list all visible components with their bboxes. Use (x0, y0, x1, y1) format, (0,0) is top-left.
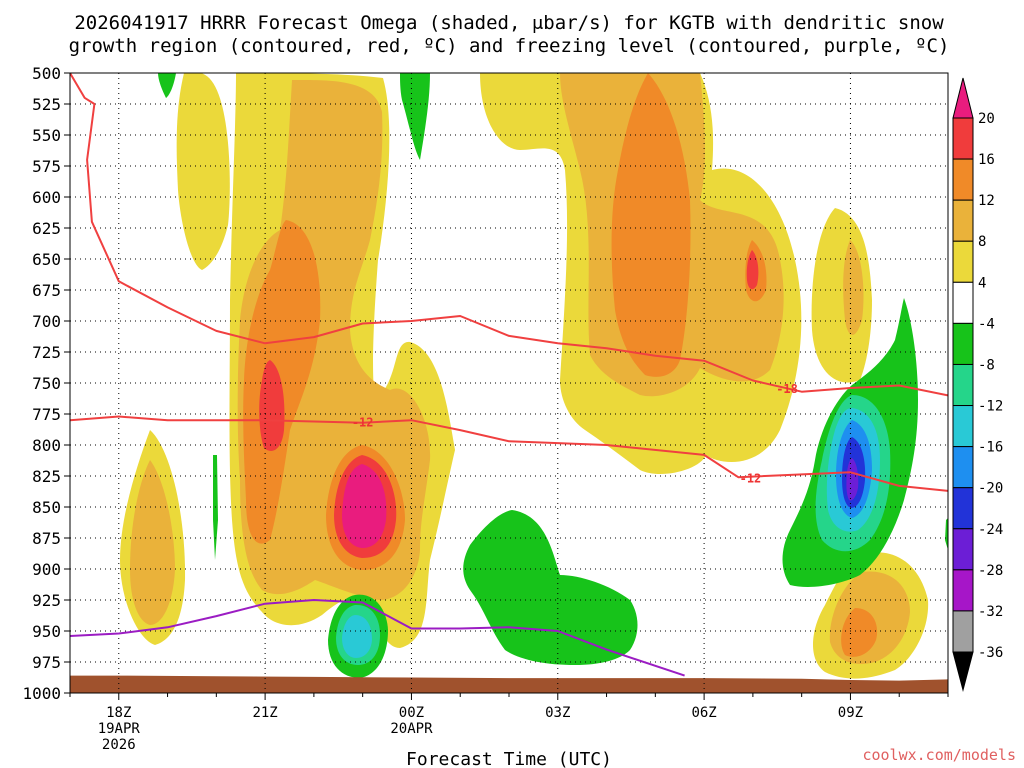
x-tick-label-03Z: 03Z (545, 705, 570, 721)
colorbar-label: 4 (978, 275, 986, 291)
colorbar-label: 20 (978, 111, 995, 127)
colorbar-label: -20 (978, 481, 1003, 497)
y-tick-label-625: 625 (32, 219, 61, 238)
omega-region-neg4 (463, 510, 638, 665)
dgz-contour--18 (70, 73, 948, 397)
y-tick-label-675: 675 (32, 281, 61, 300)
omega-region-pos12 (611, 73, 691, 377)
omega-region-pos4 (176, 73, 230, 270)
omega-region-neg24 (846, 458, 859, 501)
colorbar-box (952, 117, 974, 160)
x-tick-label-06Z: 06Z (691, 705, 716, 721)
omega-region-neg4 (158, 73, 176, 98)
colorbar-label: -12 (978, 399, 1003, 415)
colorbar-label: 8 (978, 234, 986, 250)
colorbar-box (952, 281, 974, 324)
plot-area: -12 -12 -18 (69, 72, 949, 694)
y-tick-label-725: 725 (32, 343, 61, 362)
y-tick-label-600: 600 (32, 188, 61, 207)
x-tick-date-18Z: 19APR (98, 721, 141, 737)
y-tick-label-575: 575 (32, 157, 61, 176)
y-tick-label-900: 900 (32, 560, 61, 579)
y-tick-label-550: 550 (32, 126, 61, 145)
omega-region-pos12 (243, 220, 321, 544)
colorbar-box (952, 158, 974, 201)
omega-region-pos20 (342, 464, 387, 548)
colorbar-label: -32 (978, 604, 1003, 620)
omega-region-neg4 (945, 518, 948, 550)
chart-title-line2: growth region (contoured, red, ºC) and f… (69, 35, 950, 57)
x-tick-label-09Z: 09Z (838, 705, 863, 721)
terrain-fill (70, 675, 948, 693)
y-axis: 500 525 550 575 600 625 650 675 700 725 750 775 800 8… (22, 64, 70, 703)
omega-region-pos8 (843, 240, 864, 335)
y-tick-label-850: 850 (32, 498, 61, 517)
colorbar-label: -8 (978, 357, 995, 373)
colorbar-label: 12 (978, 193, 995, 209)
x-tick-label-21Z: 21Z (252, 705, 277, 721)
colorbar-label: -36 (978, 645, 1003, 661)
dgz-contour--12 (70, 415, 948, 492)
freezing-level-line (70, 599, 685, 677)
y-tick-label-700: 700 (32, 312, 61, 331)
colorbar-box (952, 322, 974, 365)
colorbar-box (952, 569, 974, 612)
colorbar-top-arrow (952, 77, 974, 119)
contour-label--12: -12 (352, 416, 374, 430)
terrain-ground (70, 675, 948, 693)
y-tick-label-525: 525 (32, 95, 61, 114)
colorbar-box (952, 405, 974, 448)
colorbar-box (952, 487, 974, 530)
colorbar-box (952, 610, 974, 653)
omega-region-pos8 (130, 460, 175, 625)
y-tick-label-650: 650 (32, 250, 61, 269)
y-tick-label-825: 825 (32, 467, 61, 486)
omega-region-pos16 (746, 250, 759, 290)
y-tick-label-1000: 1000 (22, 684, 61, 703)
y-tick-label-750: 750 (32, 374, 61, 393)
y-tick-label-875: 875 (32, 529, 61, 548)
x-tick-date-00Z: 20APR (390, 721, 433, 737)
omega-shading (120, 73, 948, 679)
x-axis-title: Forecast Time (UTC) (406, 749, 612, 768)
colorbar-label: -16 (978, 440, 1003, 456)
y-tick-label-950: 950 (32, 622, 61, 641)
y-tick-label-925: 925 (32, 591, 61, 610)
colorbar-box (952, 528, 974, 571)
colorbar-box (952, 363, 974, 407)
x-tick-year-18Z: 2026 (102, 737, 136, 753)
colorbar-box (952, 199, 974, 242)
omega-region-neg12 (342, 615, 372, 658)
omega-region-pos12 (841, 608, 878, 657)
colorbar-box (952, 240, 974, 283)
y-tick-label-975: 975 (32, 653, 61, 672)
contour-label--18: -18 (776, 382, 798, 396)
credit-text: coolwx.com/models (862, 746, 1016, 764)
colorbar-label: -24 (978, 522, 1003, 538)
chart-title-line1: 2026041917 HRRR Forecast Omega (shaded, … (74, 12, 944, 34)
y-tick-label-800: 800 (32, 436, 61, 455)
colorbar-label: 16 (978, 152, 995, 168)
grid-lines (70, 73, 948, 693)
contour-lines: -12 -12 -18 (70, 73, 948, 677)
y-tick-label-500: 500 (32, 64, 61, 83)
y-tick-label-775: 775 (32, 405, 61, 424)
colorbar-box (952, 446, 974, 489)
colorbar: 20 16 12 8 4 -4 -8 -12 -16 -20 -24 -28 -32 -36 (952, 77, 1003, 692)
colorbar-bottom-arrow (952, 651, 974, 692)
omega-region-neg4 (400, 73, 430, 160)
x-tick-label-18Z: 18Z (106, 705, 131, 721)
x-tick-label-00Z: 00Z (399, 705, 424, 721)
colorbar-label: -28 (978, 563, 1003, 579)
contour-label--12: -12 (740, 471, 762, 485)
colorbar-label: -4 (978, 316, 995, 332)
